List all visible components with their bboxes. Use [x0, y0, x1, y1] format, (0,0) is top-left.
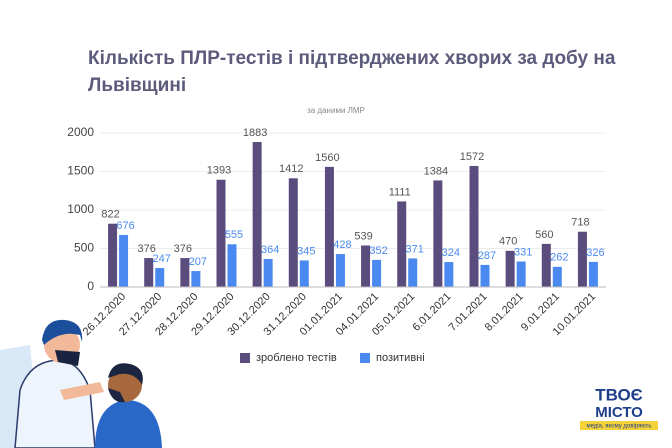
y-tick-label: 500 — [74, 241, 94, 255]
bar — [469, 165, 479, 287]
x-tick-label: 7.01.2021 — [447, 291, 490, 334]
value-label: 1412 — [279, 163, 303, 175]
logo-title: МІСТО — [595, 404, 643, 421]
bar — [505, 250, 515, 287]
bar — [180, 258, 190, 287]
bar — [516, 261, 526, 287]
logo-band — [580, 421, 658, 430]
value-label: 331 — [514, 246, 532, 258]
bar — [588, 261, 598, 287]
value-label: 822 — [101, 209, 119, 221]
bar — [144, 258, 154, 287]
doctor-mask — [55, 350, 80, 366]
bar — [252, 142, 262, 287]
bar — [577, 231, 587, 287]
y-tick-label: 1000 — [67, 202, 94, 216]
value-label: 371 — [406, 243, 424, 255]
chart-subtitle: за даними ЛМР — [307, 106, 365, 115]
y-tick-label: 1500 — [67, 164, 94, 178]
value-label: 560 — [535, 229, 553, 241]
value-label: 555 — [225, 229, 243, 241]
value-label: 207 — [189, 256, 207, 268]
legend-swatch — [360, 353, 370, 363]
x-tick-label: 6.01.2021 — [410, 291, 453, 334]
bar — [119, 234, 129, 287]
doctor-arm — [60, 382, 104, 400]
patient-body — [95, 400, 162, 448]
y-tick-label: 0 — [87, 279, 94, 293]
value-label: 1393 — [207, 165, 231, 177]
bar — [408, 258, 418, 287]
patient-beard — [108, 388, 125, 403]
value-label: 352 — [369, 245, 387, 257]
bar — [263, 258, 273, 287]
value-label: 262 — [550, 252, 568, 264]
value-label: 1572 — [460, 151, 484, 163]
value-label: 345 — [297, 245, 315, 257]
bar — [552, 266, 562, 287]
value-label: 324 — [442, 247, 460, 259]
bar — [227, 244, 237, 287]
value-label: 1384 — [424, 165, 448, 177]
bar — [361, 245, 371, 287]
bar — [155, 267, 165, 287]
bar — [216, 179, 226, 287]
illustration — [0, 319, 162, 448]
bar — [108, 223, 118, 287]
value-label: 1883 — [243, 127, 267, 139]
bar — [299, 260, 309, 287]
logo: ТВОЄ МІСТО медіа, якому довіряють — [578, 383, 660, 433]
value-label: 376 — [138, 243, 156, 255]
value-label: 326 — [586, 247, 604, 259]
value-label: 287 — [478, 250, 496, 262]
value-label: 247 — [153, 253, 171, 265]
bar — [444, 262, 454, 287]
value-label: 1111 — [389, 186, 411, 198]
value-label: 1560 — [315, 152, 339, 164]
bar — [335, 254, 345, 287]
bar — [397, 201, 407, 287]
patient-hair — [108, 363, 143, 385]
value-label: 539 — [354, 230, 372, 242]
value-label: 718 — [571, 217, 589, 229]
logo-title: ТВОЄ — [595, 385, 643, 404]
logo-tagline: медіа, якому довіряють — [586, 424, 651, 430]
bar — [372, 259, 382, 287]
bar — [191, 271, 201, 287]
doctor-cap — [42, 319, 83, 345]
bar — [433, 180, 443, 287]
legend-swatch — [240, 353, 250, 363]
value-label: 470 — [499, 236, 517, 248]
bar — [324, 166, 334, 287]
value-label: 364 — [261, 244, 279, 256]
legend-label: позитивні — [376, 352, 425, 364]
value-label: 428 — [333, 239, 351, 251]
legend-label: зроблено тестів — [256, 352, 337, 364]
x-tick-label: 8.01.2021 — [483, 291, 526, 334]
value-label: 376 — [174, 243, 192, 255]
y-tick-label: 2000 — [67, 125, 94, 139]
bar — [541, 243, 551, 287]
bar — [288, 178, 298, 287]
bar — [480, 264, 490, 287]
chart-title: Кількість ПЛР-тестів і підтверджених хво… — [88, 48, 616, 96]
value-label: 676 — [116, 220, 134, 232]
